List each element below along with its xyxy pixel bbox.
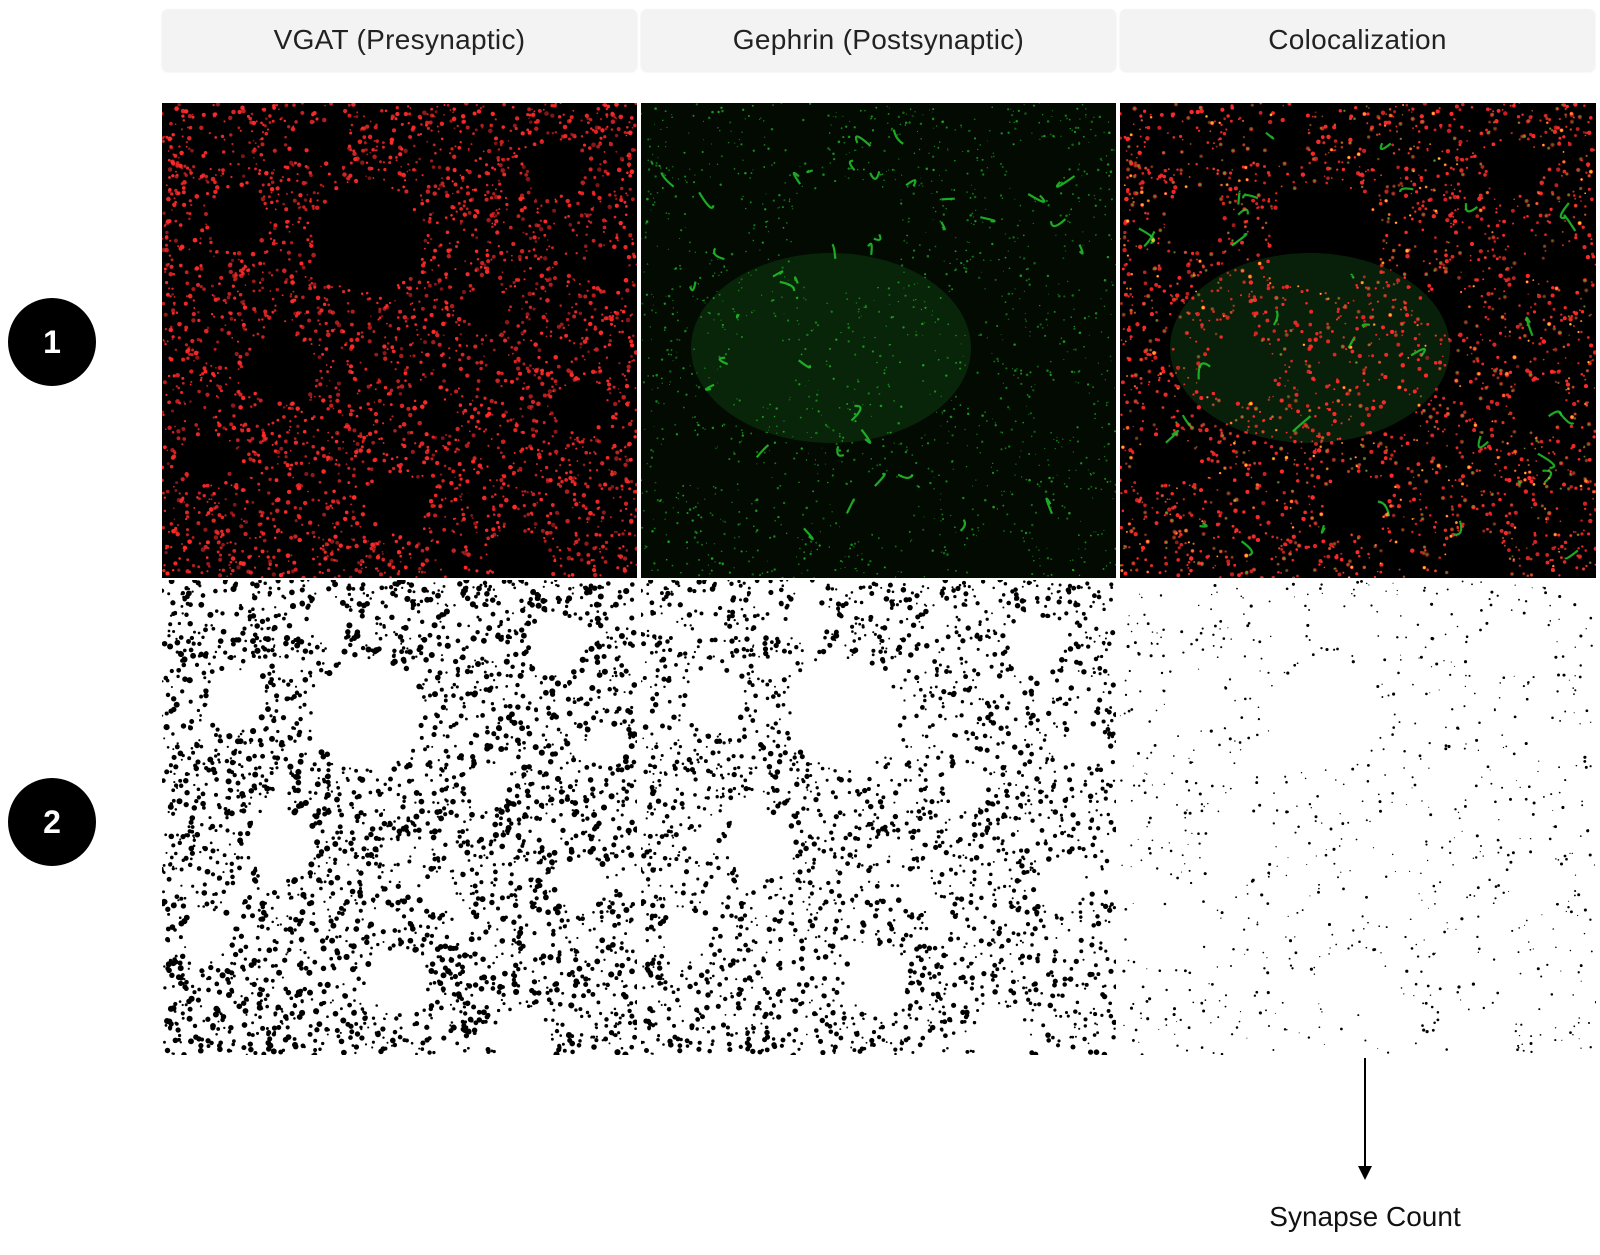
colocalization-binary-mask	[1120, 580, 1596, 1055]
vgat-puncta	[162, 103, 637, 578]
vgat-fluorescence-canvas	[162, 103, 637, 578]
gephrin-fluorescence-canvas	[641, 103, 1116, 578]
gephrin-soma-glow	[691, 253, 971, 443]
colocalization-red-puncta	[1120, 103, 1596, 578]
column-header-colocalization-label: Colocalization	[1268, 24, 1447, 55]
colocalization-fluorescence-image	[1120, 103, 1596, 578]
column-header-gephrin: Gephrin (Postsynaptic)	[641, 9, 1116, 71]
row-badge-2-label: 2	[43, 803, 61, 840]
row-badge-1: 1	[8, 298, 96, 386]
gephrin-binary-canvas	[641, 580, 1116, 1055]
gephrin-binary-mask	[641, 580, 1116, 1055]
row-badge-1-label: 1	[43, 323, 61, 360]
output-arrow-head-icon	[1358, 1166, 1372, 1180]
colocalization-overlap-puncta	[1120, 104, 1596, 578]
column-header-vgat: VGAT (Presynaptic)	[162, 9, 637, 71]
gephrin-puncta	[641, 103, 1116, 578]
gephrin-fluorescence-image	[641, 103, 1116, 578]
synapse-count-label: Synapse Count	[1269, 1201, 1461, 1232]
vgat-background	[162, 103, 637, 578]
vgat-binary-mask	[162, 580, 637, 1055]
colocalization-binary-puncta	[1120, 580, 1596, 1055]
column-header-gephrin-label: Gephrin (Postsynaptic)	[732, 24, 1025, 55]
colocalization-binary-background	[1120, 580, 1596, 1055]
gephrin-dendrites	[660, 129, 1084, 541]
colocalization-fluorescence-canvas	[1120, 103, 1596, 578]
vgat-binary-canvas	[162, 580, 637, 1055]
colocalization-dendrites	[1138, 131, 1579, 560]
row-badge-2: 2	[8, 778, 96, 866]
output-arrow-shaft	[1364, 1058, 1366, 1166]
column-header-colocalization: Colocalization	[1120, 9, 1595, 71]
vgat-fluorescence-image	[162, 103, 637, 578]
colocalization-binary-canvas	[1120, 580, 1596, 1055]
colocalization-green-puncta	[1120, 103, 1596, 578]
vgat-binary-puncta	[162, 580, 637, 1055]
gephrin-binary-puncta	[641, 580, 1116, 1055]
column-header-vgat-label: VGAT (Presynaptic)	[273, 24, 526, 55]
